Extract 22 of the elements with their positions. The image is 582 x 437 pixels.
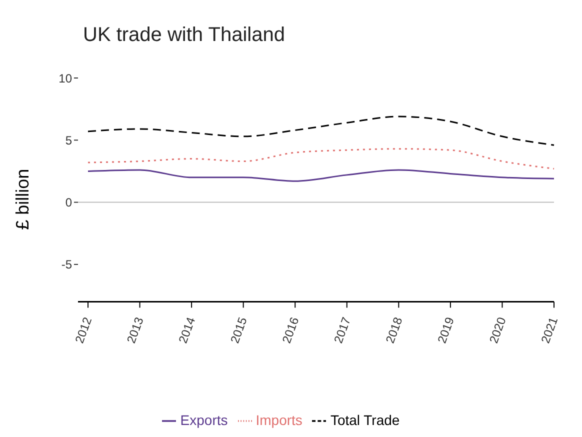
y-tick-label: 5 [65,133,72,148]
y-tick-label: -5 [61,258,72,272]
x-tick-label: 2012 [72,315,95,346]
x-tick-label: 2016 [279,315,302,346]
legend-label: Imports [256,412,302,428]
x-tick-label: 2021 [538,315,561,346]
x-tick-label: 2015 [228,315,250,346]
chart-title: UK trade with Thailand [82,23,286,48]
x-tick-label: 2018 [382,315,406,346]
x-tick-label: 2013 [124,315,146,346]
line-series [87,169,555,182]
x-tick-label: 2020 [486,315,509,346]
legend-label: Total Trade [330,412,400,428]
line-series [87,148,555,170]
x-tick-label: 2017 [331,315,354,346]
x-tick-label: 2014 [176,315,198,346]
legend-label: Exports [180,412,228,428]
y-tick-label: 0 [65,196,72,210]
y-tick-label: 10 [58,71,72,86]
y-axis-title: £ billion [12,168,32,230]
x-tick-label: 2019 [434,315,458,346]
line-series [87,116,555,146]
